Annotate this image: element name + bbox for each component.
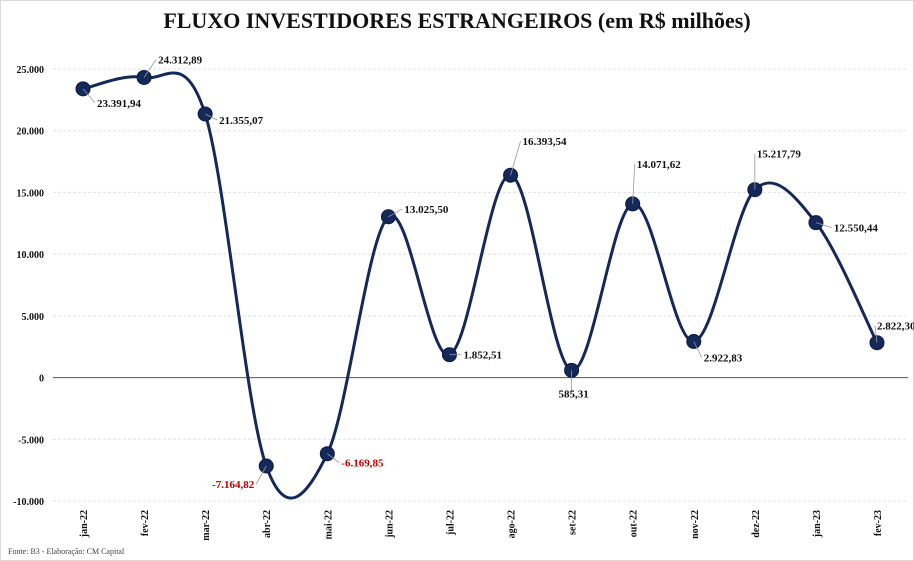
gridlines [53,68,908,502]
y-tick-label: -10.000 [13,497,44,508]
data-label: 12.550,44 [834,223,879,235]
x-tick-label: jan-23 [812,510,823,538]
y-tick-label: 0 [39,374,44,385]
x-tick-label: abr-22 [262,510,273,538]
data-label: 2.822,30 [877,321,914,333]
x-tick-label: set-22 [568,510,579,535]
label-leader [632,163,636,204]
label-leader [874,325,878,343]
data-labels: 23.391,94 24.312,89 21.355,07 -7.164,82 -6.1… [82,54,914,491]
label-leader [815,222,833,229]
y-tick-label: 20.000 [17,127,45,138]
chart-title: FLUXO INVESTIDORES ESTRANGEIROS (em R$ m… [163,8,751,33]
x-tick-label: ago-22 [507,510,518,538]
label-leader [388,208,403,218]
x-tick-label: mai-22 [323,510,334,539]
data-label: -7.164,82 [212,479,255,491]
data-label: 13.025,50 [404,204,449,216]
y-tick-label: 25.000 [17,65,45,76]
x-tick-label: fev-22 [140,510,151,536]
data-label: 2.922,83 [704,352,743,364]
data-label: 1.852,51 [463,350,502,362]
data-label: 16.393,54 [523,136,568,148]
y-tick-label: 15.000 [17,188,45,199]
label-leader [510,141,521,176]
data-label: -6.169,85 [341,458,384,470]
data-label: 23.391,94 [97,98,142,110]
series-line [75,69,885,500]
y-tick-label: 10.000 [17,250,45,261]
data-label: 14.071,62 [637,159,682,171]
label-leader [204,113,218,121]
data-label: 21.355,07 [219,115,264,127]
label-leader [327,453,340,464]
label-leader [693,341,703,358]
x-axis: jan-22 fev-22 mar-22 abr-22 mai-22 jun-22 jul-… [79,510,884,541]
x-tick-label: jun-22 [384,510,395,539]
x-tick-label: jul-22 [445,510,456,536]
label-leader [255,465,267,485]
series-path [82,71,879,500]
y-axis: 25.000 20.000 15.000 10.000 5.000 0 -5.000 -10.… [13,65,908,508]
data-label: 24.312,89 [158,54,203,66]
x-tick-label: mar-22 [201,510,212,541]
label-leader [143,59,157,78]
y-tick-label: -5.000 [18,435,44,446]
x-tick-label: out-22 [629,510,640,537]
x-tick-label: nov-22 [690,510,701,539]
data-label: 585,31 [558,388,588,400]
source-note: Fonte: B3 - Elaboração: CM Capital [8,547,125,556]
label-leader [82,88,96,104]
data-label: 15.217,79 [757,149,802,161]
x-tick-label: dez-22 [751,510,762,538]
x-tick-label: fev-23 [873,510,884,536]
x-tick-label: jan-22 [79,510,90,538]
y-tick-label: 5.000 [22,312,45,323]
